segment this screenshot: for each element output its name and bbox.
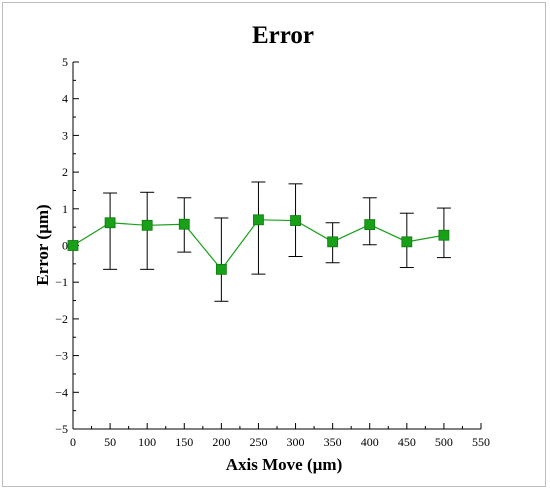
y-tick-label: 3 [62,128,68,142]
data-point-marker [253,214,264,226]
y-tick-label: 0 [62,239,68,253]
y-tick-label: −1 [55,275,68,289]
y-tick-label: −4 [55,385,68,399]
y-tick-label: 5 [62,55,68,69]
x-tick-label: 0 [70,435,76,449]
y-axis-label: Error (µm) [33,204,52,285]
y-tick-label: −3 [55,349,68,363]
data-point-marker [178,218,190,230]
x-tick-label: 450 [398,435,416,449]
x-tick-label: 350 [324,435,342,449]
chart-frame [2,2,546,487]
x-axis-label: Axis Move (µm) [226,455,343,474]
data-point-marker [141,219,153,231]
x-tick-label: 250 [249,435,267,449]
x-tick-label: 300 [287,435,305,449]
data-point-marker [215,263,227,275]
x-tick-label: 50 [104,435,116,449]
data-point-marker [401,236,413,248]
x-tick-label: 400 [361,435,379,449]
data-point-marker [327,236,339,248]
y-tick-label: −5 [55,422,68,436]
x-tick-label: 200 [212,435,230,449]
y-tick-label: −2 [55,312,68,326]
data-point-marker [438,229,450,241]
y-tick-label: 2 [62,165,68,179]
x-tick-label: 550 [472,435,490,449]
data-point-marker [104,217,116,229]
x-tick-label: 150 [175,435,193,449]
data-point-marker [290,215,301,226]
y-tick-label: 4 [62,92,68,106]
data-point-marker [364,219,376,230]
series-layer [67,181,451,302]
data-point-marker [67,240,79,251]
x-tick-label: 500 [435,435,453,449]
x-tick-label: 100 [138,435,156,449]
y-tick-label: 1 [62,202,68,216]
chart-title: Error [252,22,314,49]
